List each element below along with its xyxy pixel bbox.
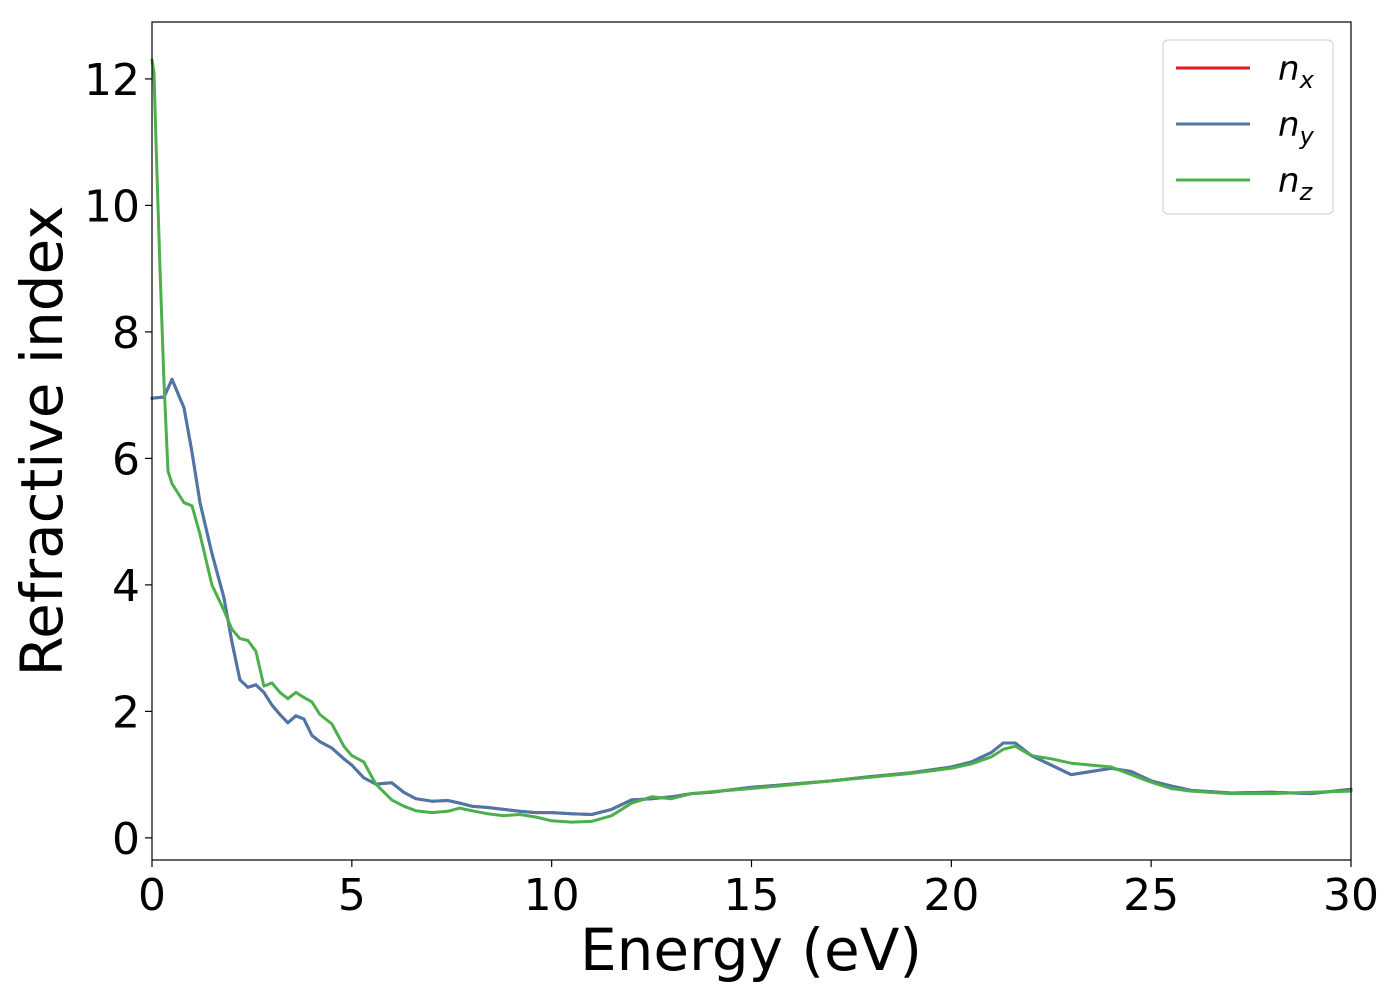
y-tick-label: 4 <box>112 561 140 612</box>
y-tick-label: 10 <box>84 181 140 232</box>
x-tick-label: 10 <box>524 870 580 921</box>
series-line-nz <box>150 58 1353 824</box>
legend-frame <box>1162 39 1334 215</box>
x-tick-label: 15 <box>724 870 780 921</box>
x-axis-title: Energy (eV) <box>580 916 922 984</box>
y-tick-label: 2 <box>112 687 140 738</box>
y-axis-ticks: 0 2 4 6 8 10 12 <box>84 55 152 865</box>
x-tick-label: 0 <box>138 870 166 921</box>
series-lines <box>150 58 1353 824</box>
x-axis-ticks: 0 5 10 15 20 25 30 <box>138 860 1379 921</box>
y-tick-label: 12 <box>84 55 140 106</box>
series-line-ny <box>150 377 1353 816</box>
y-axis-title: Refractive index <box>8 205 76 676</box>
x-tick-label: 30 <box>1323 870 1379 921</box>
x-tick-label: 25 <box>1123 870 1179 921</box>
x-tick-label: 20 <box>923 870 979 921</box>
y-tick-label: 0 <box>112 814 140 865</box>
y-tick-label: 8 <box>112 308 140 359</box>
x-tick-label: 5 <box>338 870 366 921</box>
y-tick-label: 6 <box>112 434 140 485</box>
